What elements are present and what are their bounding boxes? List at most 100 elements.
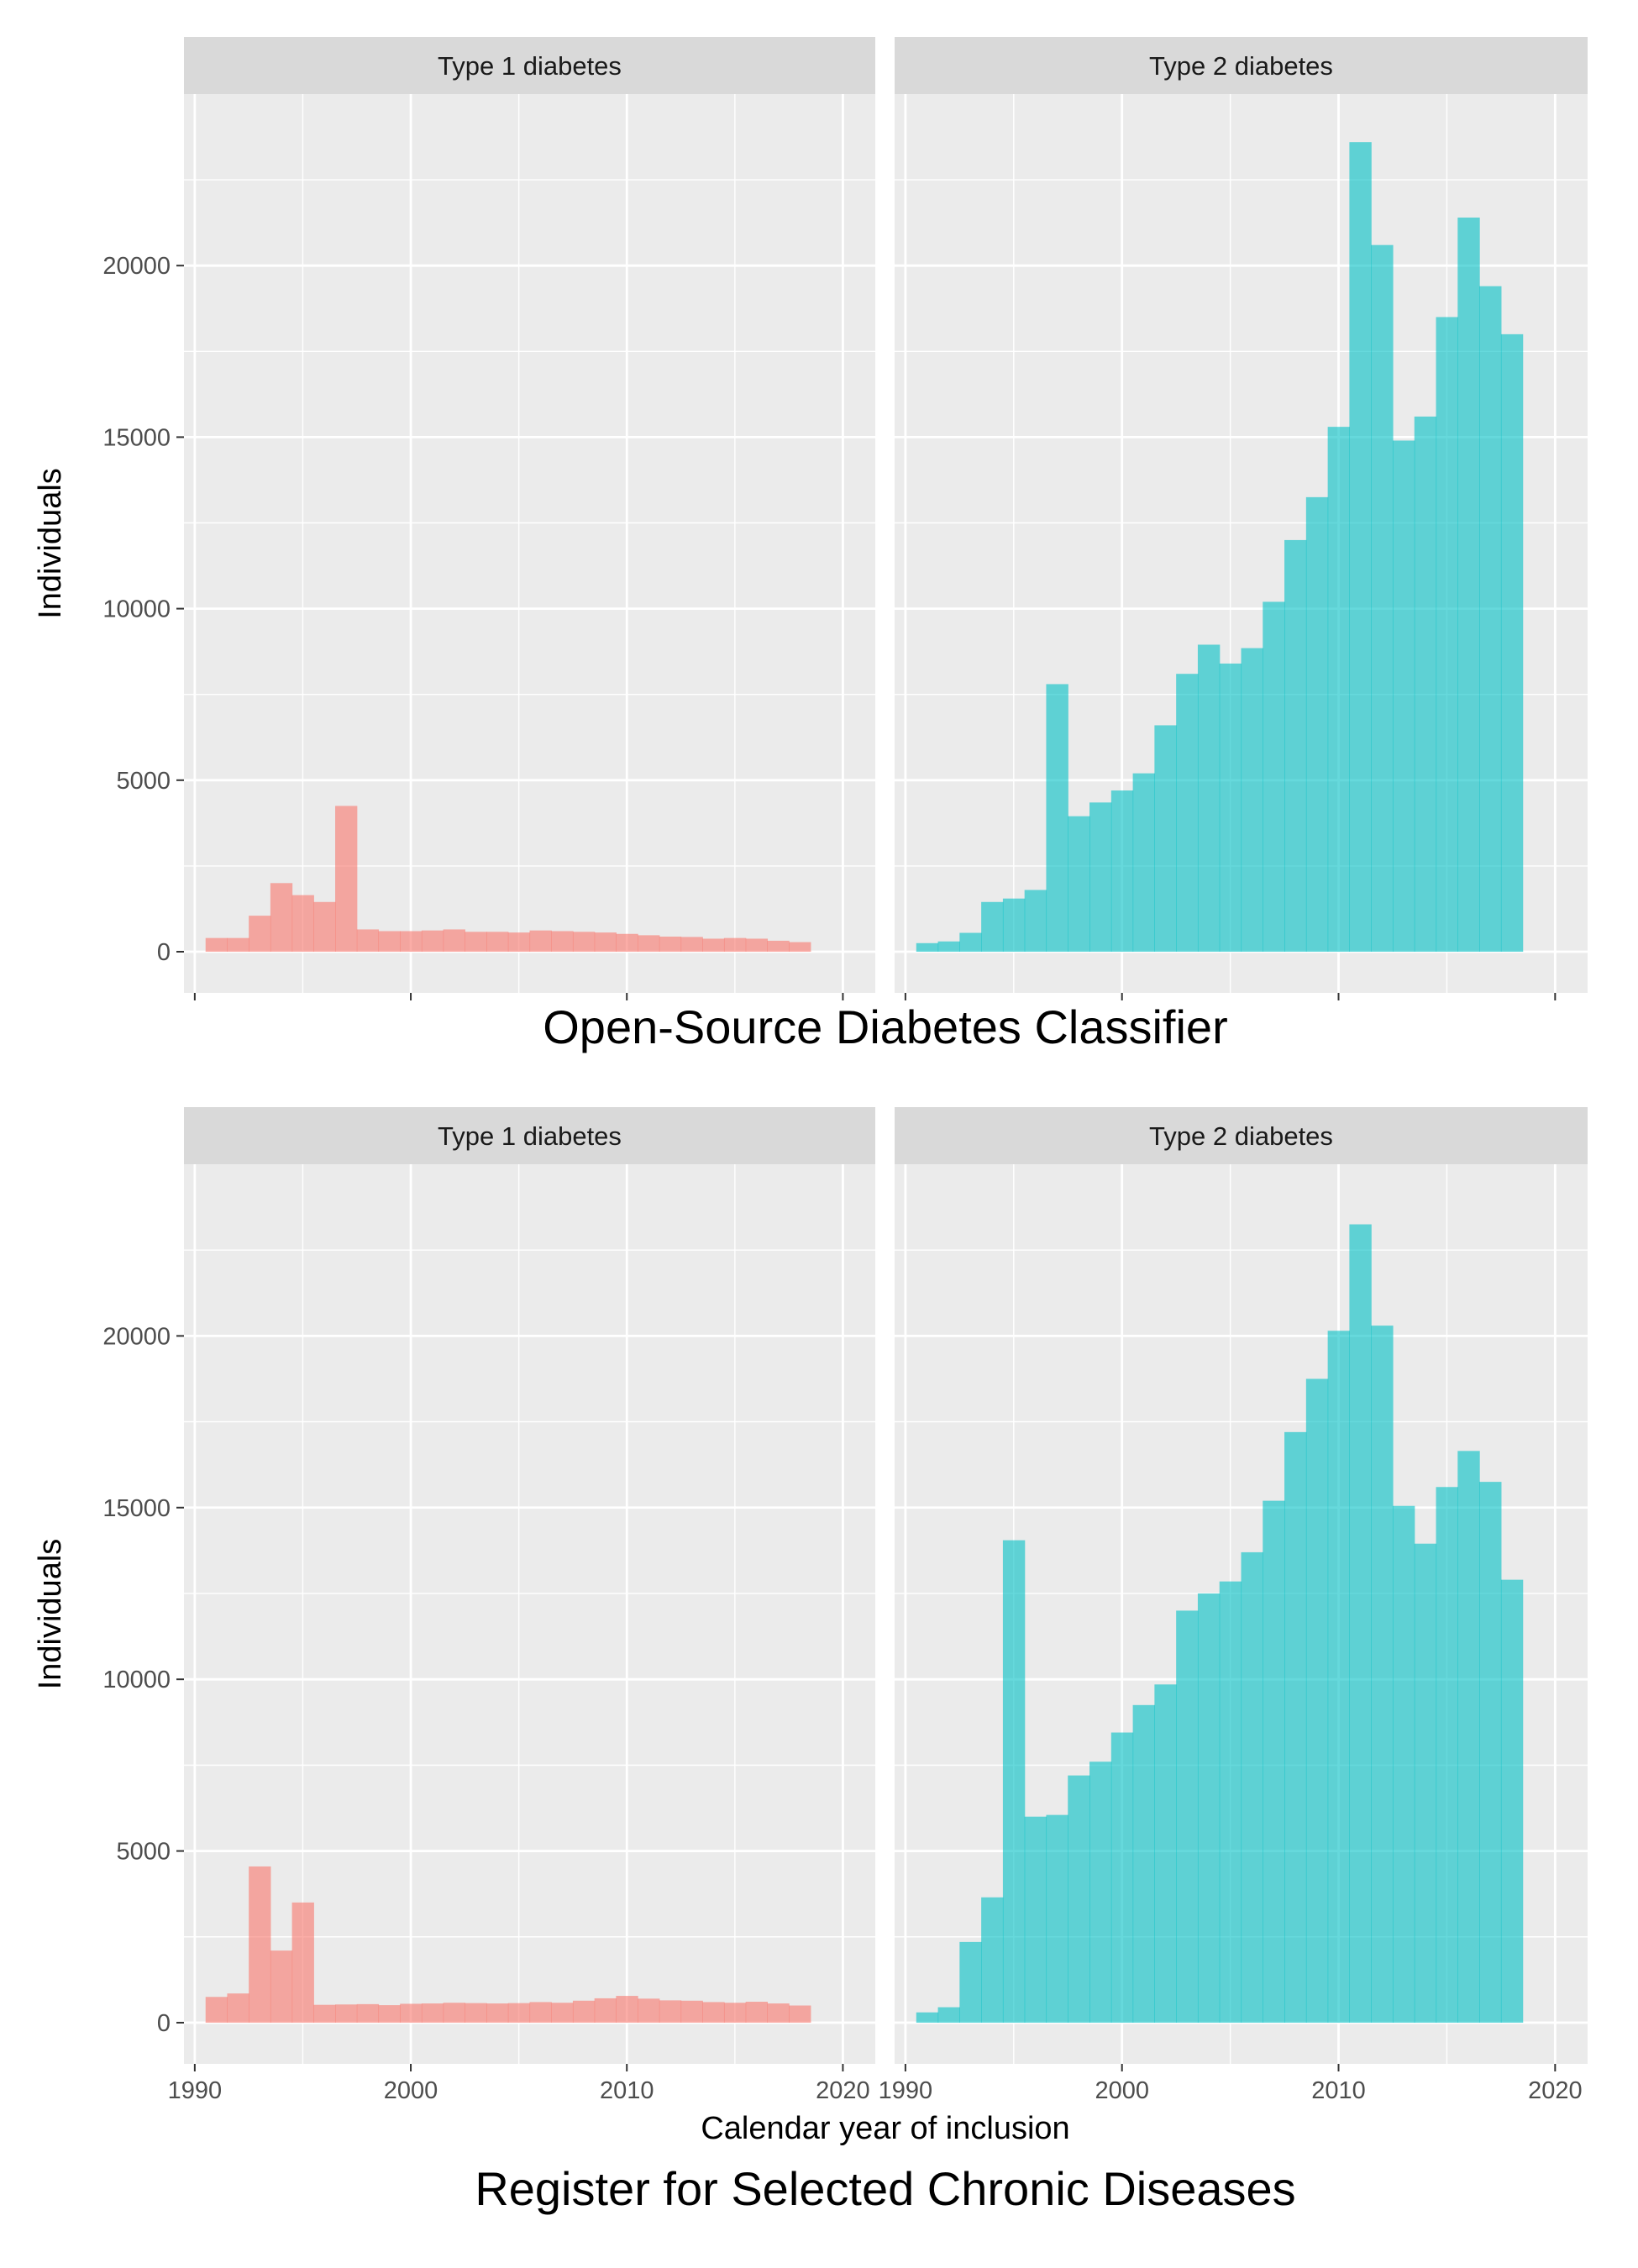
- histogram-bar: [356, 2003, 380, 2023]
- histogram-bar: [789, 942, 811, 952]
- histogram-bar: [1479, 1482, 1502, 2023]
- x-tick-label: 2000: [384, 2077, 438, 2104]
- y-tick-label: 10000: [102, 1667, 171, 1693]
- histogram-bar: [1436, 1487, 1458, 2023]
- x-tick-label: 2010: [1311, 2077, 1366, 2104]
- histogram-bar: [723, 937, 747, 952]
- histogram-bar: [291, 1902, 314, 2023]
- histogram-bar: [205, 937, 228, 952]
- histogram-bar: [1132, 1704, 1155, 2023]
- histogram-bar: [1479, 286, 1502, 952]
- histogram-bar: [1284, 539, 1307, 952]
- histogram-bar: [1002, 1540, 1026, 2023]
- chart-title: Register for Selected Chronic Diseases: [475, 2162, 1295, 2215]
- y-tick-label: 20000: [102, 253, 171, 280]
- histogram-bar: [1414, 1543, 1437, 2023]
- facet-strip: [184, 1107, 875, 1164]
- histogram-bar: [1176, 674, 1199, 952]
- y-tick-label: 15000: [102, 1495, 171, 1522]
- histogram-bar: [1197, 644, 1221, 952]
- histogram-bar: [1110, 790, 1134, 952]
- histogram-bar: [507, 932, 531, 952]
- histogram-bar: [745, 938, 769, 952]
- histogram-bar: [616, 1996, 638, 2023]
- histogram-bar: [767, 940, 790, 952]
- histogram-bar: [400, 2003, 423, 2023]
- histogram-bar: [723, 2003, 747, 2023]
- facet-strip: [895, 1107, 1588, 1164]
- histogram-bar: [1457, 1451, 1480, 2023]
- histogram-bar: [1263, 601, 1285, 952]
- facet-panel-2-2: Type 2 diabetes 1990 2000 2010 2020: [879, 1107, 1588, 2104]
- histogram-bar: [1436, 317, 1458, 952]
- histogram-bar: [702, 2002, 725, 2023]
- panel-background: [184, 1164, 875, 2064]
- histogram-bar: [1197, 1593, 1221, 2023]
- histogram-bar: [937, 2007, 960, 2023]
- histogram-bar: [249, 1866, 271, 2023]
- chart-title: Open-Source Diabetes Classifier: [543, 1000, 1227, 1053]
- histogram-bar: [291, 895, 314, 952]
- histogram-bar: [1500, 333, 1524, 952]
- histogram-bar: [1414, 416, 1437, 952]
- histogram-bar: [1349, 142, 1372, 952]
- histogram-bar: [1305, 496, 1329, 952]
- histogram-bar: [594, 932, 617, 952]
- y-axis-title: Individuals: [33, 1539, 68, 1690]
- histogram-bar: [1132, 773, 1155, 952]
- histogram-bar: [378, 2005, 401, 2023]
- histogram-bar: [1349, 1224, 1372, 2023]
- histogram-bar: [1371, 244, 1394, 952]
- histogram-bar: [594, 1998, 617, 2023]
- histogram-bar: [443, 929, 465, 952]
- histogram-bar: [572, 932, 596, 952]
- histogram-bar: [313, 2004, 336, 2023]
- y-tick-label: 5000: [116, 1839, 171, 1866]
- histogram-bar: [959, 932, 982, 952]
- histogram-bar: [1046, 1814, 1068, 2023]
- histogram-bar: [1305, 1378, 1329, 2023]
- histogram-bar: [227, 1993, 249, 2023]
- facet-strip-label: Type 2 diabetes: [1149, 1121, 1333, 1151]
- y-axis-title: Individuals: [33, 468, 68, 619]
- histogram-bar: [1457, 218, 1480, 952]
- histogram-bar: [400, 931, 423, 952]
- histogram-bar: [335, 806, 358, 952]
- histogram-bar: [356, 929, 380, 952]
- histogram-bar: [1024, 890, 1047, 952]
- facet-panel-1-2: Type 2 diabetes: [895, 37, 1588, 1000]
- histogram-bar: [227, 937, 249, 952]
- facet-strip-label: Type 1 diabetes: [438, 51, 622, 81]
- facet-panel-1-1: Type 1 diabetes 0 5000 10000 15000 20000: [102, 37, 875, 1000]
- x-tick-label: 2000: [1095, 2077, 1149, 2104]
- histogram-bar: [959, 1941, 982, 2023]
- histogram-bar: [1089, 802, 1112, 952]
- histogram-bar: [486, 932, 509, 952]
- histogram-bar: [465, 932, 487, 952]
- histogram-bar: [421, 930, 444, 952]
- histogram-bar: [659, 937, 682, 952]
- histogram-bar: [551, 931, 574, 952]
- histogram-bar: [443, 2003, 465, 2023]
- histogram-bar: [1002, 898, 1026, 952]
- x-tick-label: 1990: [168, 2077, 223, 2104]
- facet-strip-label: Type 2 diabetes: [1149, 51, 1333, 81]
- histogram-bar: [1068, 816, 1090, 952]
- histogram-bar: [1392, 1505, 1415, 2023]
- histogram-bar: [1154, 1684, 1177, 2023]
- histogram-bar: [638, 935, 660, 952]
- histogram-bar: [529, 2002, 552, 2023]
- x-tick-label: 2020: [816, 2077, 870, 2104]
- histogram-bar: [1219, 663, 1242, 952]
- histogram-bar: [1241, 648, 1263, 952]
- histogram-bar: [745, 2002, 769, 2023]
- histogram-bar: [378, 931, 401, 952]
- y-tick-label: 10000: [102, 596, 171, 623]
- histogram-bar: [529, 930, 552, 952]
- x-tick-label: 2020: [1528, 2077, 1583, 2104]
- panel-background: [184, 94, 875, 993]
- histogram-bar: [270, 883, 293, 952]
- y-tick-label: 5000: [116, 768, 171, 795]
- histogram-bar: [1263, 1500, 1285, 2023]
- histogram-bar: [789, 2005, 811, 2023]
